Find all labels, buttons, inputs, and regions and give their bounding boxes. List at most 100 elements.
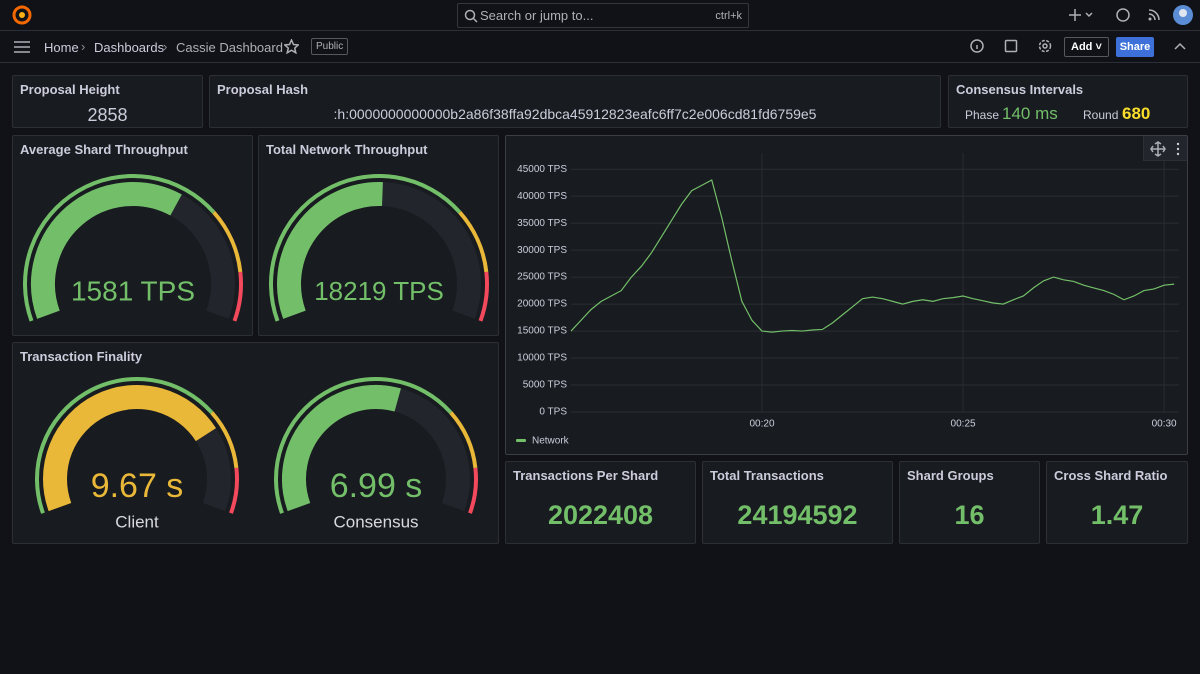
gauge-label: Consensus (333, 512, 418, 531)
series-line (570, 179, 1175, 333)
settings-icon[interactable] (1038, 39, 1052, 53)
menu-icon[interactable] (13, 40, 31, 54)
gauge-fill (31, 182, 182, 319)
y-tick-label: 40000 TPS (517, 191, 567, 202)
panel-title: Transaction Finality (20, 349, 143, 364)
panel-title: Total Network Throughput (266, 142, 428, 157)
star-icon[interactable] (284, 39, 299, 54)
gauge-threshold (458, 210, 489, 273)
info-icon[interactable] (970, 39, 984, 53)
panel: Total Transactions 24194592 (702, 461, 893, 544)
panel-title: Consensus Intervals (956, 82, 1084, 97)
gauge-label: Client (115, 512, 159, 531)
gauge: 9.67 s Client 6.99 s Consensus (35, 377, 478, 531)
menu-dots[interactable] (1175, 142, 1181, 156)
news-icon[interactable] (1147, 8, 1161, 22)
panel: Transactions Per Shard 2022408 (505, 461, 696, 544)
separator: › (163, 39, 168, 54)
panel: Cross Shard Ratio 1.47 (1046, 461, 1188, 544)
panel-title: Proposal Hash (217, 82, 309, 97)
panel: Proposal Hash :h:0000000000000b2a86f38ff… (209, 75, 941, 128)
stat-value: 2858 (87, 105, 128, 125)
gauge-threshold (274, 377, 453, 514)
gauge: 1581 TPS (23, 174, 243, 322)
x-tick-label: 00:30 (1152, 419, 1177, 430)
public-badge: Public (311, 38, 349, 55)
gauge-threshold (232, 271, 243, 322)
chart-panel: 0 TPS 5000 TPS 10000 TPS 15000 TPS 20000 TPS… (505, 135, 1188, 455)
shortcut: ctrl+k (715, 10, 742, 22)
y-tick-label: 5000 TPS (523, 380, 568, 391)
panel-title: Average Shard Throughput (20, 142, 188, 157)
gauge-threshold (269, 174, 462, 322)
gauge-threshold (468, 467, 478, 514)
stat-value: 16 (954, 500, 985, 530)
gauge-value: 6.99 s (330, 467, 423, 505)
stat-value: :h:0000000000000b2a86f38ffa92dbca4591282… (333, 106, 817, 122)
chart: 0 TPS 5000 TPS 10000 TPS 15000 TPS 20000 TPS… (516, 153, 1179, 447)
stat-value: 2022408 (547, 500, 654, 530)
collapse-icon[interactable] (1174, 41, 1186, 51)
panel: Proposal Height 2858 (12, 75, 203, 128)
y-tick-label: 30000 TPS (517, 245, 567, 256)
panel: Consensus Intervals Phase 140 ms Round 6… (948, 75, 1188, 128)
nav-bar: Home › Dashboards › Cassie Dashboard Pub… (0, 31, 1200, 63)
gauge-fill (277, 182, 383, 319)
gauge-value: 1581 TPS (71, 275, 195, 306)
stat-label: Round (1083, 108, 1119, 122)
separator: › (81, 39, 86, 54)
save-icon[interactable] (1004, 39, 1018, 53)
y-tick-label: 15000 TPS (517, 326, 567, 337)
y-tick-label: 35000 TPS (517, 218, 567, 229)
stat-label: Phase (965, 108, 1000, 122)
gauge-value: 9.67 s (91, 467, 184, 505)
share-button[interactable]: Share (1116, 37, 1154, 57)
x-tick-label: 00:20 (749, 419, 774, 430)
search-box[interactable]: Search or jump to... ctrl+k (457, 3, 749, 28)
panel-title: Total Transactions (710, 468, 824, 483)
y-tick-label: 0 TPS (539, 407, 567, 418)
gauge-threshold (35, 377, 214, 514)
legend-label: Network (532, 436, 570, 447)
panel: Average Shard Throughput 1581 TPS (12, 135, 253, 336)
gauge: 18219 TPS (269, 174, 489, 322)
breadcrumb: Cassie Dashboard (176, 40, 283, 55)
gauge-fill (43, 385, 217, 512)
panel: Total Network Throughput 18219 TPS (258, 135, 499, 336)
panel: Transaction Finality 9.67 s Client 6.99 … (12, 342, 499, 544)
move-icon[interactable] (1150, 141, 1166, 157)
gauge-threshold (212, 210, 243, 273)
y-tick-label: 45000 TPS (517, 164, 567, 175)
gauge-threshold (210, 411, 239, 469)
stat-value: 24194592 (737, 500, 858, 530)
panel-title: Transactions Per Shard (513, 468, 659, 483)
legend-swatch (516, 439, 526, 442)
new-button[interactable] (1068, 8, 1096, 22)
add-button[interactable]: Add ˅ (1064, 37, 1109, 57)
y-tick-label: 10000 TPS (517, 353, 567, 364)
y-tick-label: 20000 TPS (517, 299, 567, 310)
stat-value: 680 (1122, 104, 1151, 123)
stat-value: 140 ms (1002, 104, 1058, 123)
panel-title: Shard Groups (907, 468, 994, 483)
breadcrumb[interactable]: Home (44, 40, 79, 55)
avatar[interactable] (1173, 5, 1193, 25)
y-tick-label: 25000 TPS (517, 272, 567, 283)
panel: Shard Groups 16 (899, 461, 1040, 544)
grafana-logo[interactable] (12, 5, 32, 25)
stat-value: 1.47 (1090, 500, 1144, 530)
gauge-threshold (478, 271, 489, 322)
panel-hover-menu (1143, 136, 1187, 161)
help-icon[interactable] (1116, 8, 1130, 22)
x-tick-label: 00:25 (951, 419, 976, 430)
gauge-threshold (229, 467, 239, 514)
add-label: Add (1071, 41, 1093, 53)
top-bar: Search or jump to... ctrl+k (0, 0, 1200, 31)
breadcrumb[interactable]: Dashboards (94, 40, 165, 55)
gauge-value: 18219 TPS (314, 276, 444, 306)
panel-title: Cross Shard Ratio (1054, 468, 1168, 483)
search-placeholder: Search or jump to... (480, 8, 594, 23)
gauge-threshold (23, 174, 216, 322)
gauge-threshold (449, 411, 478, 469)
